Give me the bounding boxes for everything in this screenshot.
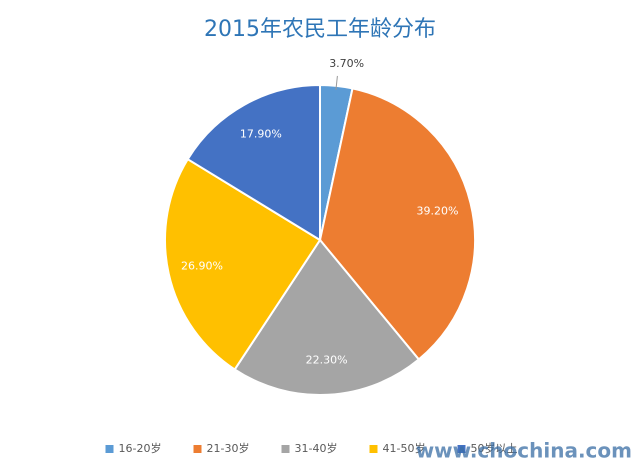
chart-title: 2015年农民工年龄分布	[204, 17, 436, 42]
pie-slice	[318, 87, 476, 361]
legend-swatch	[457, 445, 466, 453]
legend-label: 41-50岁	[383, 441, 426, 455]
watermark: www.chochina.com	[416, 439, 632, 463]
data-label: 22.30%	[306, 354, 348, 367]
pie-slice	[164, 157, 322, 371]
legend-swatch	[193, 445, 202, 453]
legend-label: 21-30岁	[207, 441, 250, 455]
legend-label: 31-40岁	[295, 441, 338, 455]
data-label: 3.70%	[329, 57, 364, 70]
data-label: 17.90%	[240, 128, 282, 141]
legend-label: 16-20岁	[119, 441, 162, 455]
legend-swatch	[369, 445, 378, 453]
legend-swatch	[105, 445, 114, 453]
legend-label: 50岁以上	[471, 441, 518, 455]
leader-line	[335, 75, 338, 90]
pie-slice	[233, 238, 421, 396]
pie-slice	[186, 83, 321, 242]
legend-swatch	[281, 445, 290, 453]
data-label: 39.20%	[416, 204, 458, 217]
data-label: 26.90%	[181, 259, 223, 272]
